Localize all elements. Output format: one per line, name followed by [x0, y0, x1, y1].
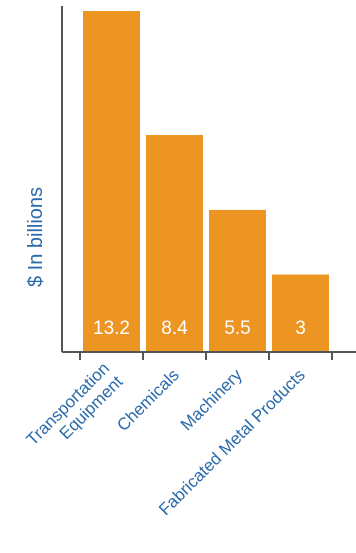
- category-label-1: Chemicals: [113, 365, 183, 435]
- bar-2: [209, 209, 266, 352]
- bar-value-label-3: 3: [295, 318, 306, 339]
- bar-0: [83, 11, 140, 352]
- bar-3: [272, 274, 329, 352]
- y-axis-title: $ In billions: [25, 187, 47, 287]
- bars-group: [83, 11, 329, 352]
- x-ticks-group: [79, 352, 333, 360]
- value-labels-group: 13.2 8.4 5.5 3: [93, 318, 306, 339]
- category-label-1-line-0: Chemicals: [113, 365, 183, 435]
- bar-value-label-0: 13.2: [93, 318, 130, 339]
- bar-value-label-1: 8.4: [161, 318, 188, 339]
- bar-value-label-2: 5.5: [224, 318, 250, 339]
- category-labels-group: TransportationEquipmentChemicalsMachiner…: [23, 358, 309, 519]
- bar-1: [146, 135, 203, 352]
- category-label-0: TransportationEquipment: [23, 358, 127, 462]
- axes-group: [61, 6, 356, 360]
